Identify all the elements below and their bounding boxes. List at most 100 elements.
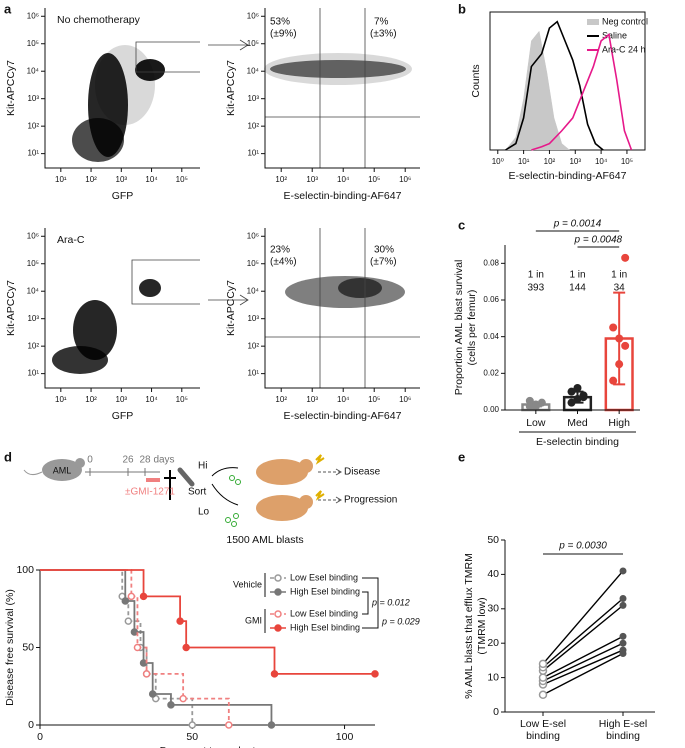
y-tick-label: 10¹	[247, 369, 259, 378]
survival-step	[40, 569, 145, 597]
x-tick-label: 10⁵	[368, 395, 380, 404]
count-label: 1 in	[528, 270, 544, 281]
axis-line	[44, 8, 200, 169]
y-axis-label: Kit-APCCy7	[225, 280, 237, 336]
x-tick-label: 10²	[85, 175, 97, 184]
high-point	[619, 601, 627, 609]
x-tick-label: 10⁶	[399, 175, 411, 184]
data-point	[609, 323, 618, 332]
x-tick-label: 10²	[544, 157, 556, 166]
legend-group: GMI	[245, 615, 262, 625]
high-point	[619, 567, 627, 575]
y-axis-label: % AML blasts that efflux TMRM	[463, 553, 475, 699]
x-tick-label: 10⁰	[492, 157, 504, 166]
y-tick-label: 10⁶	[247, 231, 259, 240]
high-point	[619, 639, 627, 647]
schematic-text: Progression	[344, 495, 397, 506]
schematic-text: ±GMI-1271	[125, 487, 175, 498]
x-tick-label: 10¹	[55, 175, 67, 184]
survival-step	[40, 569, 133, 597]
data-point	[579, 393, 588, 402]
data-point	[525, 402, 534, 411]
x-tick-label-box: High E-sel binding	[599, 718, 647, 742]
y-tick-label: 10¹	[27, 369, 39, 378]
x-tick-label: 10⁴	[145, 395, 158, 404]
y-tick-label: 0.08	[483, 258, 499, 267]
x-tick-label: 100	[336, 731, 354, 743]
gate-percent: 23%	[270, 245, 290, 256]
gate-percent: 30%	[374, 245, 394, 256]
schematic-text: AML	[53, 465, 72, 475]
survival-marker	[270, 670, 279, 678]
survival-marker	[127, 592, 136, 601]
survival-step	[180, 620, 188, 648]
x-tick-label: 10¹	[55, 395, 67, 404]
gate-sd: (±7%)	[370, 257, 397, 268]
x-tick-label: 10⁴	[595, 157, 608, 166]
data-point	[621, 341, 630, 350]
y-tick-label: 10³	[27, 94, 39, 103]
pair-line	[542, 635, 624, 679]
x-axis-label: GFP	[112, 410, 134, 422]
y-axis-label: Kit-APCCy7	[225, 60, 237, 116]
count-label: 34	[614, 283, 626, 294]
schematic-text: Sort	[188, 487, 207, 498]
legend-label: Low Esel binding	[290, 572, 358, 582]
x-tick-label: 50	[186, 731, 198, 743]
histogram-line	[505, 20, 604, 151]
x-tick-label-box: Low E-sel binding	[519, 718, 567, 742]
count-label: 144	[569, 283, 586, 294]
y-tick-label: 10⁴	[27, 66, 40, 75]
data-point	[609, 376, 618, 385]
p-value: p = 0.0014	[553, 219, 602, 230]
x-tick-label: 10⁵	[176, 175, 188, 184]
pair-line	[542, 649, 624, 686]
y-tick-label: 0.04	[483, 332, 499, 341]
cell-cloud	[52, 45, 412, 374]
gate-percent: 7%	[374, 17, 389, 28]
p-value: p = 0.029	[381, 616, 420, 626]
survival-marker	[121, 597, 130, 605]
survival-marker	[148, 690, 157, 698]
gate	[131, 8, 420, 388]
panel-label: d	[4, 449, 12, 464]
survival-marker	[182, 643, 190, 652]
y-axis-label: Kit-APCCy7	[5, 60, 17, 116]
survival-marker	[142, 670, 151, 678]
schematic	[23, 454, 342, 527]
pair-line	[542, 652, 624, 696]
pair-line	[542, 642, 624, 682]
y-tick-label: 10³	[247, 94, 259, 103]
y-tick-label: 10²	[247, 341, 259, 350]
survival-marker	[225, 721, 233, 729]
survival-step	[143, 595, 181, 622]
survival-step	[155, 697, 194, 725]
survival-marker	[133, 643, 142, 652]
high-point	[619, 594, 627, 602]
y-tick-label: 40	[487, 568, 499, 580]
count-label: 1 in	[569, 270, 585, 281]
survival-marker	[267, 721, 276, 729]
p-value: p = 0.0048	[574, 235, 623, 246]
legend-label: Saline	[602, 30, 627, 40]
legend-label: Low Esel binding	[290, 608, 358, 618]
legend-group: Vehicle	[233, 579, 262, 589]
data-point	[615, 334, 624, 343]
x-tick-label: Low E-sel binding	[519, 718, 567, 742]
histogram-line	[505, 30, 570, 151]
panel-label: b	[458, 1, 466, 16]
y-tick-label: 10⁴	[247, 66, 260, 75]
survival-step	[40, 569, 127, 601]
legend-label: High Esel binding	[290, 586, 360, 596]
y-tick-label: 10²	[247, 121, 259, 130]
survival-step	[170, 703, 273, 725]
schematic-text: 0	[87, 455, 93, 466]
x-tick-label: 10³	[569, 157, 581, 166]
survival-step	[128, 620, 142, 648]
x-axis-label: E-selectin binding	[536, 436, 619, 448]
survival-step	[146, 672, 185, 699]
survival-marker	[188, 721, 197, 729]
y-axis-label: (TMRM low)	[476, 597, 488, 654]
plot-title: Ara-C	[57, 234, 85, 246]
